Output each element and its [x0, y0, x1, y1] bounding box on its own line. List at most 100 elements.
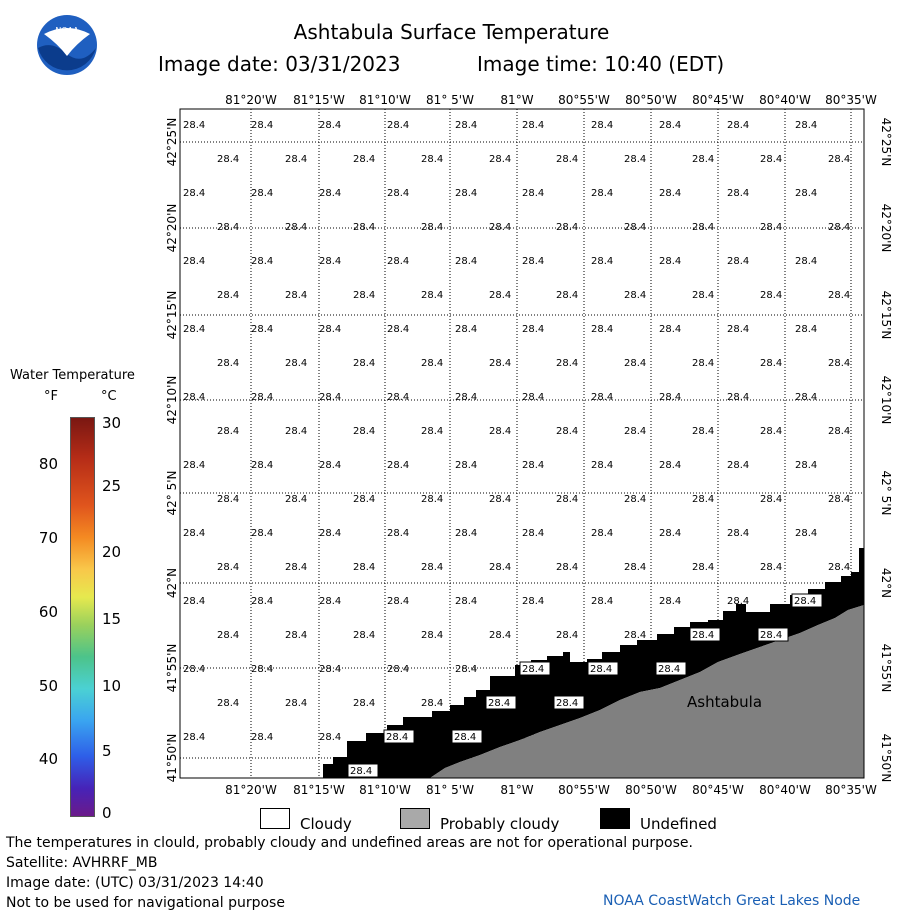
temp-label: 28.4	[183, 732, 205, 743]
temp-label: 28.4	[353, 698, 375, 709]
temp-label: 28.4	[387, 324, 409, 335]
f-tick: 60	[38, 603, 58, 621]
legend-title: Water Temperature	[10, 368, 135, 383]
temp-label: 28.4	[455, 256, 477, 267]
temp-label: 28.4	[692, 222, 714, 233]
noaa-logo: NOAA	[36, 14, 98, 76]
ashtabula-label: Ashtabula	[687, 693, 762, 711]
temp-label: 28.4	[591, 460, 613, 471]
temp-label: 28.4	[522, 528, 544, 539]
temp-label: 28.4	[285, 494, 307, 505]
temp-label: 28.4	[795, 460, 817, 471]
boxed-label-bg	[791, 593, 823, 608]
temp-label: 28.4	[522, 664, 544, 675]
temp-label: 28.4	[590, 664, 612, 675]
temp-label: 28.4	[455, 324, 477, 335]
temp-label: 28.4	[319, 732, 341, 743]
lat-label-right: 42°15'N	[879, 291, 893, 340]
temp-label: 28.4	[760, 494, 782, 505]
temp-label: 28.4	[556, 630, 578, 641]
temp-label: 28.4	[183, 664, 205, 675]
temp-label: 28.4	[217, 562, 239, 573]
temp-label: 28.4	[692, 494, 714, 505]
land-area	[430, 605, 864, 778]
temp-label: 28.4	[251, 392, 273, 403]
temp-label: 28.4	[556, 154, 578, 165]
temp-label: 28.4	[489, 154, 511, 165]
temp-label: 28.4	[387, 256, 409, 267]
temp-label: 28.4	[387, 528, 409, 539]
satellite: Satellite: AVHRRF_MB	[6, 855, 158, 871]
temp-label: 28.4	[387, 596, 409, 607]
temp-label: 28.4	[556, 562, 578, 573]
temp-label: 28.4	[727, 460, 749, 471]
temp-label: 28.4	[285, 290, 307, 301]
temp-label: 28.4	[387, 392, 409, 403]
temp-label: 28.4	[760, 290, 782, 301]
temp-label: 28.4	[489, 426, 511, 437]
temp-label: 28.4	[727, 188, 749, 199]
temp-label: 28.4	[624, 426, 646, 437]
temp-label: 28.4	[556, 426, 578, 437]
undefined-swatch	[600, 808, 630, 829]
temp-label: 28.4	[624, 358, 646, 369]
temp-label: 28.4	[217, 698, 239, 709]
temp-label: 28.4	[522, 460, 544, 471]
temp-label: 28.4	[285, 562, 307, 573]
temp-label: 28.4	[828, 494, 850, 505]
f-tick: 80	[38, 455, 58, 473]
temp-label: 28.4	[183, 596, 205, 607]
temp-label: 28.4	[421, 222, 443, 233]
temp-label: 28.4	[421, 290, 443, 301]
credit-link[interactable]: NOAA CoastWatch Great Lakes Node	[603, 893, 861, 909]
temp-label: 28.4	[727, 324, 749, 335]
temp-label: 28.4	[692, 562, 714, 573]
unit-fahrenheit: °F	[44, 389, 58, 404]
lat-label-right: 41°55'N	[879, 644, 893, 693]
probably-cloudy-label: Probably cloudy	[440, 815, 560, 833]
temp-label: 28.4	[183, 256, 205, 267]
temp-label: 28.4	[353, 562, 375, 573]
temp-label: 28.4	[353, 290, 375, 301]
temp-label: 28.4	[285, 222, 307, 233]
boxed-label-bg	[519, 661, 551, 676]
temp-label: 28.4	[387, 188, 409, 199]
cloudy-label: Cloudy	[300, 815, 352, 833]
temp-label: 28.4	[659, 120, 681, 131]
lat-label-right: 42°10'N	[879, 376, 893, 425]
temp-label: 28.4	[795, 528, 817, 539]
temp-label: 28.4	[828, 154, 850, 165]
temp-label: 28.4	[727, 596, 749, 607]
temp-label: 28.4	[251, 324, 273, 335]
lat-label-left: 42°25'N	[165, 118, 179, 167]
c-tick: 10	[102, 677, 122, 695]
temp-label: 28.4	[217, 494, 239, 505]
temp-label: 28.4	[828, 562, 850, 573]
temp-label: 28.4	[591, 392, 613, 403]
lon-label-top: 80°50'W	[625, 93, 677, 107]
boxed-label-bg	[485, 695, 517, 710]
temp-label: 28.4	[319, 256, 341, 267]
lat-label-right: 42°N	[879, 568, 893, 598]
unit-celsius: °C	[101, 389, 117, 404]
boxed-label-bg	[689, 627, 721, 642]
temp-label: 28.4	[591, 324, 613, 335]
lon-label-bottom: 80°50'W	[625, 783, 677, 797]
temp-label: 28.4	[285, 698, 307, 709]
temp-label: 28.4	[421, 154, 443, 165]
temp-label: 28.4	[522, 256, 544, 267]
lon-label-top: 81°W	[500, 93, 533, 107]
temp-label: 28.4	[353, 494, 375, 505]
temp-label: 28.4	[251, 732, 273, 743]
temp-label: 28.4	[659, 392, 681, 403]
temp-label: 28.4	[353, 358, 375, 369]
map-frame	[179, 108, 865, 779]
temp-label: 28.4	[319, 596, 341, 607]
temp-label: 28.4	[319, 120, 341, 131]
temp-label: 28.4	[760, 630, 782, 641]
c-tick: 25	[102, 477, 122, 495]
temp-label: 28.4	[455, 528, 477, 539]
temp-label: 28.4	[183, 392, 205, 403]
temp-label: 28.4	[285, 154, 307, 165]
lon-label-bottom: 80°35'W	[825, 783, 877, 797]
